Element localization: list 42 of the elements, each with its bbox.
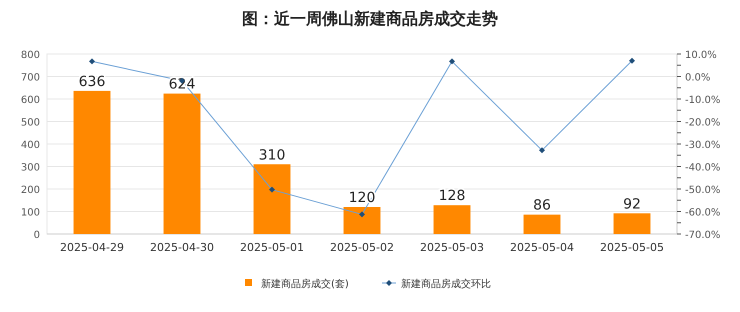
y-tick-label: 800 [20,50,40,61]
y-tick-label: 200 [20,185,40,196]
bar [74,90,110,234]
y-tick-label: 100 [20,208,40,218]
y2-tick-label: -40.0% [685,162,720,174]
x-tick-label: 2025-05-05 [600,241,664,254]
x-tick-label: 2025-05-01 [240,241,304,254]
y-tick-label: 400 [20,140,40,151]
y2-tick-label: 0.0% [685,72,710,84]
bar [614,213,650,234]
y2-tick-label: -20.0% [685,118,720,128]
legend-item: 新建商品房成交(套) [245,279,349,290]
bar [254,164,290,234]
bar [434,205,470,234]
data-label: 128 [438,188,466,204]
y2-tick-label: -60.0% [685,208,720,218]
x-tick-label: 2025-05-02 [330,241,394,254]
y2-tick-label: 10.0% [685,50,717,61]
data-label: 310 [258,147,286,164]
data-label: 86 [533,198,551,214]
chart-title: 图：近一周佛山新建商品房成交走势 [242,9,498,28]
bar [164,94,200,234]
x-tick-label: 2025-05-04 [510,241,574,254]
legend-label: 新建商品房成交(套) [261,278,349,290]
y2-tick-label: -10.0% [685,95,720,106]
bar [344,207,380,234]
data-label: 92 [623,196,641,212]
legend-item: 新建商品房成交环比 [382,279,491,290]
x-tick-label: 2025-05-03 [420,241,484,254]
bar [524,214,560,234]
y2-tick-label: -50.0% [685,185,720,196]
y-tick-label: 0 [34,230,40,241]
y-tick-label: 700 [20,72,40,84]
y-tick-label: 600 [20,95,40,106]
x-tick-label: 2025-04-30 [150,241,214,254]
x-tick-label: 2025-04-29 [60,241,124,254]
y2-tick-label: -70.0% [685,230,720,241]
y2-tick-label: -30.0% [685,140,720,151]
legend-label: 新建商品房成交环比 [401,278,491,290]
y-tick-label: 500 [20,118,40,128]
y-tick-label: 300 [20,162,40,174]
data-label: 636 [78,74,106,90]
